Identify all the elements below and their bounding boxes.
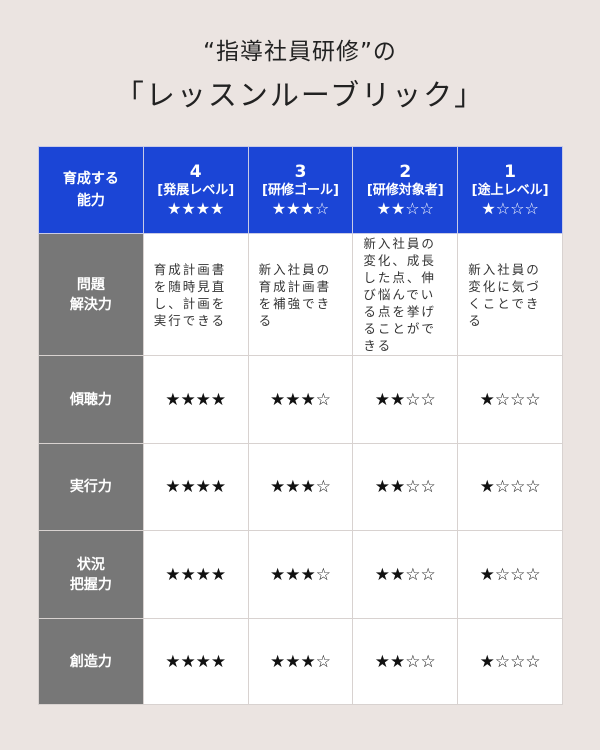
level-number: 1	[504, 162, 517, 182]
ability-label: 創造力	[38, 618, 144, 705]
table-row: 問題 解決力 育成計画書を随時見直し、計画を実行できる 新入社員の育成計画書を補強で…	[38, 233, 563, 356]
table-row: 傾聴力 ★★★★ ★★★☆ ★★☆☆ ★☆☆☆	[38, 355, 563, 444]
star-rating-cell: ★★★★	[142, 530, 249, 619]
column-header-level-4: 4 [発展レベル] ★★★★	[142, 146, 249, 234]
corner-header: 育成する 能力	[38, 146, 144, 234]
star-rating-cell: ★☆☆☆	[457, 530, 563, 619]
star-rating-cell: ★★★☆	[247, 530, 354, 619]
table-row: 状況 把握力 ★★★★ ★★★☆ ★★☆☆ ★☆☆☆	[38, 530, 563, 619]
column-header-level-3: 3 [研修ゴール] ★★★☆	[247, 146, 354, 234]
description-cell: 育成計画書を随時見直し、計画を実行できる	[142, 233, 249, 356]
star-rating-cell: ★☆☆☆	[457, 618, 563, 705]
description-cell: 新入社員の変化、成長した点、伸び悩んでいる点を挙げることができる	[352, 233, 459, 356]
ability-label: 傾聴力	[38, 355, 144, 444]
level-number: 2	[399, 162, 412, 182]
star-rating-cell: ★★★★	[142, 443, 249, 531]
ability-label: 状況 把握力	[38, 530, 144, 619]
star-rating-cell: ★★★★	[142, 355, 249, 444]
description-cell: 新入社員の育成計画書を補強できる	[247, 233, 354, 356]
table-row: 創造力 ★★★★ ★★★☆ ★★☆☆ ★☆☆☆	[38, 618, 563, 705]
star-rating-cell: ★★☆☆	[352, 618, 459, 705]
level-name: [途上レベル]	[471, 183, 549, 198]
column-header-level-2: 2 [研修対象者] ★★☆☆	[352, 146, 459, 234]
description-cell: 新入社員の変化に気づくことできる	[457, 233, 563, 356]
level-number: 3	[294, 162, 307, 182]
star-rating: ★★★☆	[271, 199, 330, 218]
ability-label: 実行力	[38, 443, 144, 531]
header-row: 育成する 能力 4 [発展レベル] ★★★★ 3 [研修ゴール] ★★★☆ 2 [研修対象…	[38, 146, 563, 234]
star-rating: ★★☆☆	[376, 199, 434, 218]
rubric-table: 育成する 能力 4 [発展レベル] ★★★★ 3 [研修ゴール] ★★★☆ 2 [研修対象…	[38, 146, 563, 705]
star-rating-cell: ★★★☆	[247, 355, 354, 444]
star-rating: ★☆☆☆	[481, 199, 539, 218]
table-row: 実行力 ★★★★ ★★★☆ ★★☆☆ ★☆☆☆	[38, 443, 563, 531]
star-rating-cell: ★☆☆☆	[457, 443, 563, 531]
star-rating-cell: ★★★☆	[247, 618, 354, 705]
star-rating: ★★★★	[167, 199, 225, 218]
ability-label: 問題 解決力	[38, 233, 144, 356]
title-line-1: “指導社員研修”の	[203, 39, 397, 65]
star-rating-cell: ★★☆☆	[352, 443, 459, 531]
star-rating-cell: ★★★★	[142, 618, 249, 705]
star-rating-cell: ★★☆☆	[352, 355, 459, 444]
level-name: [発展レベル]	[157, 183, 235, 198]
title-line-2: 「レッスンルーブリック」	[114, 78, 486, 112]
star-rating-cell: ★☆☆☆	[457, 355, 563, 444]
level-name: [研修ゴール]	[262, 183, 339, 198]
column-header-level-1: 1 [途上レベル] ★☆☆☆	[457, 146, 563, 234]
star-rating-cell: ★★☆☆	[352, 530, 459, 619]
level-name: [研修対象者]	[366, 183, 444, 198]
level-number: 4	[189, 162, 202, 182]
star-rating-cell: ★★★☆	[247, 443, 354, 531]
